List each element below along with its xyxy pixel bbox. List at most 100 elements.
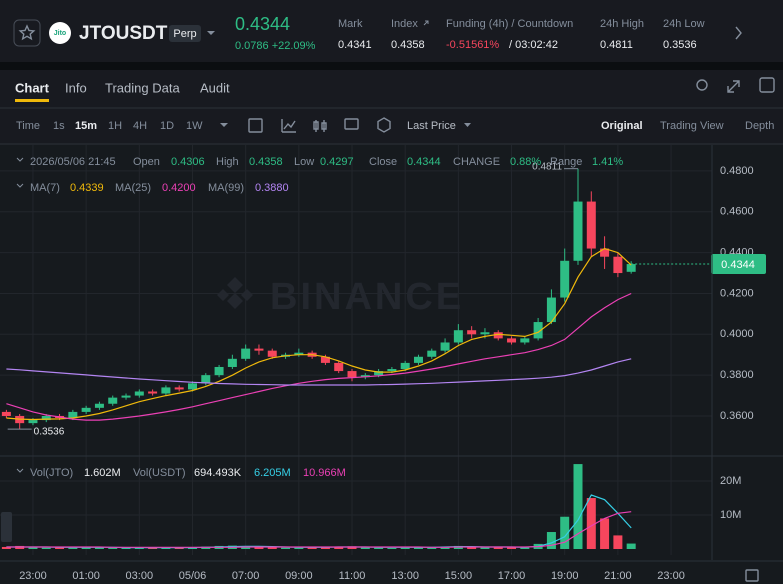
stat-label: Funding (4h) / Countdown (446, 18, 573, 30)
y-tick-label: 10M (720, 509, 741, 521)
candle-body (400, 362, 410, 370)
tab-active[interactable]: Chart (15, 80, 50, 95)
indicator-icon[interactable] (248, 118, 263, 133)
view[interactable]: Depth (745, 120, 774, 132)
hex-icon[interactable] (377, 117, 391, 133)
ma-value: 0.3880 (255, 182, 289, 194)
volume-bar (413, 547, 423, 549)
volume-bar (174, 547, 184, 549)
settings-icon[interactable] (344, 118, 359, 130)
reset-icon[interactable] (745, 569, 759, 582)
candle-body (134, 391, 144, 396)
view[interactable]: Trading View (660, 120, 724, 132)
favorite-button[interactable] (13, 19, 41, 47)
candle-body (161, 387, 171, 394)
stat-value: 0.3536 (663, 39, 697, 51)
external-icon (423, 20, 429, 26)
side-handle[interactable] (1, 512, 12, 542)
vol-ma-value: 10.966M (303, 467, 346, 479)
tab[interactable]: Trading Data (105, 80, 180, 95)
collapse-icon[interactable] (16, 468, 24, 473)
candle-body (507, 338, 517, 343)
volume-bar (320, 546, 330, 549)
funding-rate: -0.51561% (446, 39, 499, 51)
tab[interactable]: Audit (200, 80, 230, 95)
collapse-icon[interactable] (16, 157, 24, 162)
header-bg (0, 0, 783, 62)
legend-datetime: 2026/05/06 21:45 (30, 156, 116, 168)
volume-bar (307, 547, 317, 549)
y-tick-label: 0.4200 (720, 287, 754, 299)
candle-body (586, 201, 596, 249)
x-tick-label: 23:00 (657, 570, 685, 582)
interval[interactable]: 1D (160, 120, 174, 132)
volume-bar (507, 546, 517, 549)
price-type-caret[interactable] (464, 123, 471, 127)
volume-bar (347, 546, 357, 549)
legend-value: 0.4306 (171, 156, 205, 168)
volume-bar (600, 518, 610, 549)
collapse-icon[interactable] (16, 183, 24, 188)
candle-icon[interactable] (313, 120, 327, 132)
chart-type-icon[interactable] (281, 119, 296, 133)
y-tick-label: 20M (720, 475, 741, 487)
layout-icon[interactable] (759, 77, 775, 93)
candle-body (334, 362, 344, 372)
legend-label: Close (369, 156, 397, 168)
candle-body (453, 330, 463, 343)
expand-icon[interactable] (727, 80, 740, 93)
watermark-logo (217, 277, 253, 309)
interval[interactable]: Time (16, 120, 40, 132)
candle-body (360, 375, 370, 378)
volume-bar (374, 547, 384, 549)
volume-bar (467, 546, 477, 549)
volume-bar (55, 547, 65, 549)
candle-body (187, 383, 197, 390)
volume-bar (520, 547, 530, 549)
volume-bar (493, 547, 503, 549)
interval[interactable]: 1H (108, 120, 122, 132)
candle-body (413, 356, 423, 363)
candle-body (374, 371, 384, 376)
x-tick-label: 15:00 (445, 570, 473, 582)
view-active[interactable]: Original (601, 120, 643, 132)
x-tick-label: 17:00 (498, 570, 526, 582)
candle-body (626, 264, 636, 272)
price-tag-bg (711, 254, 766, 275)
interval[interactable]: 1s (53, 120, 65, 132)
tab[interactable]: Info (65, 80, 87, 95)
candle-body (320, 356, 330, 363)
interval[interactable]: 1W (186, 120, 203, 132)
candle-body (387, 369, 397, 372)
alert-icon[interactable] (696, 79, 708, 91)
next-arrow[interactable] (735, 26, 742, 40)
watermark: BINANCE (270, 276, 464, 318)
volume-bar (148, 547, 158, 549)
interval-caret[interactable] (220, 123, 228, 127)
candle-body (68, 411, 78, 419)
price-type[interactable]: Last Price (407, 120, 456, 132)
vol-value: 694.493K (194, 467, 242, 479)
candle-body (108, 397, 118, 404)
volume-bar (41, 547, 51, 549)
legend-value: 1.41% (592, 156, 623, 168)
logo-text: Jito (54, 30, 66, 37)
low-annotation: 0.3536 (34, 427, 65, 438)
symbol[interactable]: JTOUSDT (79, 23, 168, 44)
caret[interactable] (207, 31, 215, 35)
interval-active[interactable]: 15m (75, 120, 97, 132)
candle-body (227, 358, 237, 367)
y-tick-label: 0.4800 (720, 165, 754, 177)
ma-line (6, 511, 632, 548)
stat-value: 0.4358 (391, 39, 425, 51)
volume-bar (573, 464, 583, 549)
candle-body (480, 332, 490, 335)
star-icon (18, 24, 36, 41)
volume-bar (480, 547, 490, 549)
x-tick-label: 19:00 (551, 570, 579, 582)
badge-bg (169, 25, 201, 42)
volume-bar (360, 547, 370, 549)
x-tick-label: 07:00 (232, 570, 260, 582)
candle-body (467, 330, 477, 335)
interval[interactable]: 4H (133, 120, 147, 132)
